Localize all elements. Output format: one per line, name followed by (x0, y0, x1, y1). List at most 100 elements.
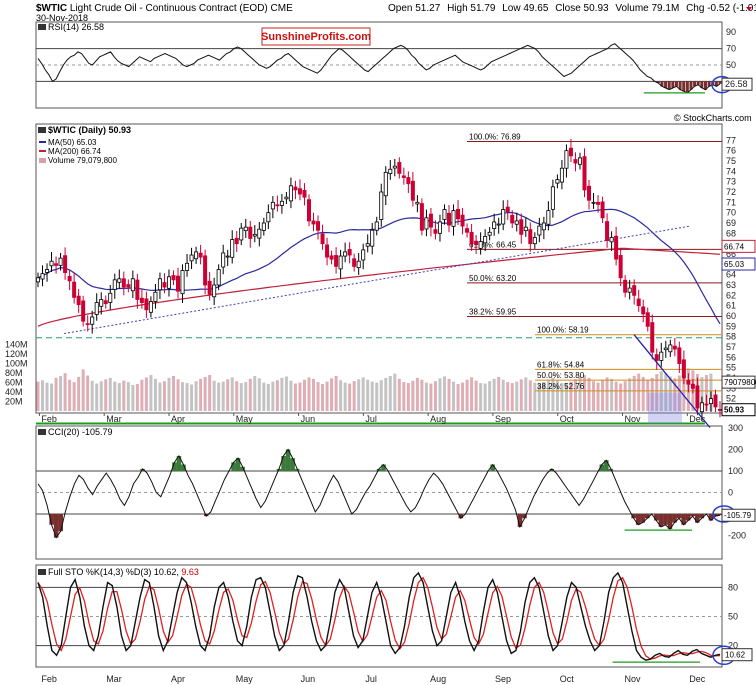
volume-bar (199, 378, 203, 411)
month-label-bottom: Dec (689, 674, 706, 684)
volume-bar (77, 376, 81, 411)
volume-label: Volume (615, 3, 649, 14)
volume-bar (50, 383, 54, 411)
volume-bar (357, 379, 361, 411)
candle-body (216, 269, 221, 286)
candle-body (379, 191, 384, 220)
volume-bar (275, 380, 279, 411)
candle-body (176, 275, 181, 292)
volume-bar (162, 381, 166, 411)
volume-bar (465, 379, 469, 411)
candle-body (288, 185, 293, 202)
volume-bar (379, 380, 383, 411)
volume-bar (63, 373, 67, 411)
candle-body (532, 237, 537, 245)
last-value-box (721, 257, 756, 271)
candle-body (135, 279, 140, 300)
candle-body (659, 351, 664, 361)
candle-body (541, 222, 546, 231)
fib-level-label: 50.0%: 63.20 (469, 274, 517, 283)
last-value-box (721, 239, 756, 253)
candle-body (546, 210, 551, 225)
rsi-tick-label: 90 (726, 27, 736, 37)
volume-bar (375, 382, 379, 411)
cci-oversold-fill (49, 514, 723, 538)
volume-bar (316, 382, 320, 411)
candle-body (302, 189, 307, 198)
candle-body (573, 159, 578, 164)
candle-body (555, 179, 560, 184)
volume-bar (149, 375, 153, 411)
price-tick-label: 66 (726, 249, 736, 259)
rsi-legend-icon (38, 24, 46, 30)
candle-body (185, 262, 190, 271)
candle-body (415, 201, 420, 205)
volume-bar (393, 373, 397, 411)
low-value: 49.65 (523, 3, 548, 14)
candle-body (198, 252, 203, 258)
high-label: High (447, 3, 468, 14)
cci-title: CCI(20) -105.79 (48, 427, 113, 437)
volume-bar (86, 375, 90, 411)
volume-bar (293, 383, 297, 411)
candle-body (514, 220, 519, 225)
down-trend-line (633, 334, 711, 429)
trend-line-dotted (63, 225, 691, 335)
watermark: SunshineProfits.com (261, 27, 371, 46)
chg-label: Chg (686, 3, 704, 14)
panel-titles: RSI(14) 26.58 $WTIC (Daily) 50.93 MA(50)… (38, 22, 199, 577)
last-value-label: 65.03 (724, 260, 745, 269)
candle-body (718, 409, 723, 411)
volume-bar (302, 379, 306, 411)
volume-bar (212, 380, 216, 411)
volume-bar (262, 382, 266, 411)
candle-body (401, 175, 406, 178)
price-tick-label: 56 (726, 352, 736, 362)
candle-body (406, 177, 411, 185)
candle-body (212, 284, 217, 298)
volume-bar (140, 379, 144, 411)
candle-body (81, 300, 86, 322)
candle-body (45, 269, 50, 273)
volume-bar (41, 380, 45, 411)
candle-body (94, 302, 99, 315)
month-label-price: Mar (106, 414, 122, 424)
volume-bar (266, 384, 270, 411)
volume-bar (415, 377, 419, 411)
month-label-price: Apr (171, 414, 185, 424)
volume-bar (167, 377, 171, 411)
volume-bar (339, 380, 343, 411)
candle-body (166, 276, 171, 289)
volume-bar (284, 376, 288, 411)
cci-tick-label: 300 (728, 423, 743, 433)
volume-bar (438, 378, 442, 411)
candle-body (614, 235, 619, 260)
volume-bar (506, 382, 510, 411)
price-tick-label: 70 (726, 208, 736, 218)
volume-bar (619, 383, 623, 411)
candle-body (148, 301, 153, 313)
month-label-price: Aug (430, 414, 446, 424)
volume-bar (122, 380, 126, 411)
volume-bar (488, 381, 492, 411)
ma200-line (37, 247, 721, 327)
volume-bar (176, 379, 180, 411)
volume-bar (108, 377, 112, 411)
candle-body (230, 239, 235, 258)
down-arrow-icon (746, 7, 752, 11)
cci-value-label: -105.79 (724, 511, 752, 520)
fib-level-label: 38.2%: 59.95 (469, 308, 517, 317)
cci-overbought-fill (140, 449, 614, 471)
cci-layer: -200-1000100200300-105.79 (36, 423, 756, 541)
high-value: 51.79 (470, 3, 495, 14)
last-value-box (721, 375, 756, 389)
candle-body (207, 280, 212, 295)
month-label-price: Oct (560, 414, 575, 424)
candle-body (356, 260, 361, 269)
price-tick-label: 62 (726, 290, 736, 300)
candle-body (352, 258, 357, 267)
ma50-line (37, 208, 721, 325)
copyright: © StockCharts.com (674, 113, 752, 123)
volume-bar (578, 376, 582, 411)
volume-bar (546, 379, 550, 411)
